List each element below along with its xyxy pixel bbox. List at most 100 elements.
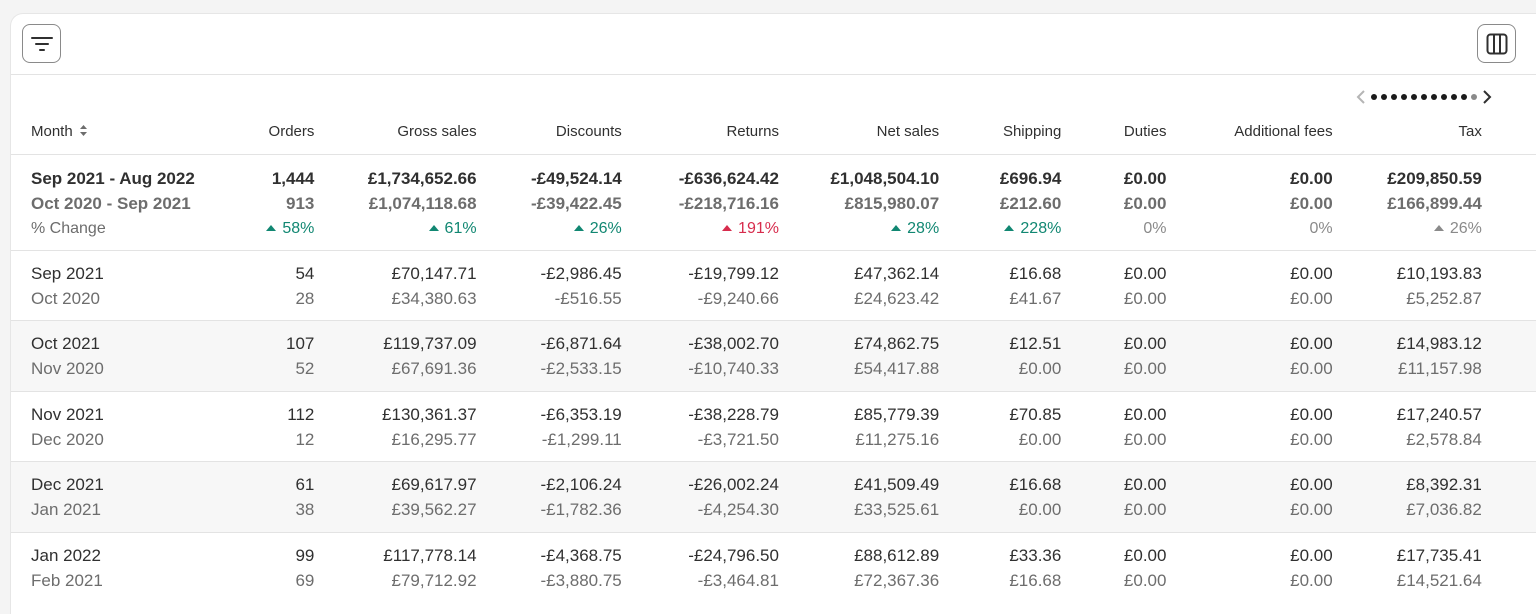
column-header-additional-fees[interactable]: Additional fees xyxy=(1234,122,1333,140)
pager-dot[interactable] xyxy=(1381,94,1387,100)
column-header-month[interactable]: Month xyxy=(11,109,221,154)
change-percent: 61% xyxy=(444,219,477,237)
previous-value: £41.67 xyxy=(1009,288,1062,308)
cell-orders: 61 38 xyxy=(221,462,314,533)
current-value: £0.00 xyxy=(1123,334,1167,353)
row-previous-month: Nov 2020 xyxy=(31,359,104,378)
cell-discounts: -£6,871.64 -£2,533.15 xyxy=(477,321,622,392)
cell-additional-fees: £0.00 £0.00 xyxy=(1166,462,1333,533)
previous-value: £79,712.92 xyxy=(391,570,477,590)
summary-cell-overflow xyxy=(1482,154,1536,250)
pager-dot[interactable] xyxy=(1461,94,1467,100)
pager-dot[interactable] xyxy=(1451,94,1457,100)
arrow-up-icon xyxy=(722,224,733,231)
column-header-orders[interactable]: Orders xyxy=(268,122,315,140)
summary-cell-shipping: £696.94 £212.60 228% xyxy=(939,154,1061,250)
cell-returns: -£38,228.79 -£3,721.50 xyxy=(622,391,779,462)
cell-orders: 54 28 xyxy=(221,250,314,321)
column-header-duties[interactable]: Duties xyxy=(1123,122,1167,140)
current-value: -£26,002.24 xyxy=(688,475,779,494)
previous-value: £0.00 xyxy=(1290,288,1333,308)
summary-current-value: -£636,624.42 xyxy=(678,168,779,188)
current-value: £17,240.57 xyxy=(1396,404,1482,424)
cell-gross-sales: £117,778.14 £79,712.92 xyxy=(314,532,476,603)
row-previous-month: Oct 2020 xyxy=(31,288,100,308)
current-value: £8,392.31 xyxy=(1406,475,1482,494)
current-value: -£38,228.79 xyxy=(688,404,779,424)
previous-value: £7,036.82 xyxy=(1406,500,1482,519)
current-value: £0.00 xyxy=(1290,404,1333,424)
previous-value: -£2,533.15 xyxy=(540,359,622,378)
cell-tax: £17,735.41 £14,521.64 xyxy=(1333,532,1482,603)
column-header-shipping[interactable]: Shipping xyxy=(1002,122,1062,140)
change-percent: 58% xyxy=(282,219,315,237)
pager-dot[interactable] xyxy=(1431,94,1437,100)
current-value: £12.51 xyxy=(1009,334,1062,353)
current-value: £119,737.09 xyxy=(383,334,477,353)
summary-current-label: Sep 2021 - Aug 2022 xyxy=(31,168,195,188)
row-previous-month: Dec 2020 xyxy=(31,429,104,449)
pager-dot[interactable] xyxy=(1441,94,1447,100)
cell-additional-fees: £0.00 £0.00 xyxy=(1166,532,1333,603)
filter-button[interactable] xyxy=(22,24,61,63)
current-value: -£6,871.64 xyxy=(540,334,622,353)
cell-gross-sales: £119,737.09 £67,691.36 xyxy=(314,321,476,392)
current-value: 61 xyxy=(295,475,315,494)
change-percent: 0% xyxy=(1309,219,1333,237)
column-header-net-sales[interactable]: Net sales xyxy=(876,122,940,140)
cell-additional-fees: £0.00 £0.00 xyxy=(1166,321,1333,392)
summary-current-value: £696.94 xyxy=(999,168,1062,188)
previous-value: £34,380.63 xyxy=(391,288,477,308)
cell-net-sales: £85,779.39 £11,275.16 xyxy=(779,391,939,462)
table-row[interactable]: Dec 2021 Jan 2021 61 38 £69,617.97 £39,562.27… xyxy=(11,461,1536,533)
summary-row: Sep 2021 - Aug 2022 Oct 2020 - Sep 2021 … xyxy=(11,154,1536,250)
column-header-returns[interactable]: Returns xyxy=(726,122,779,140)
table-row[interactable]: Sep 2021 Oct 2020 54 28 £70,147.71 £34,380.63… xyxy=(11,250,1536,321)
previous-value: £39,562.27 xyxy=(391,500,477,519)
previous-value: £0.00 xyxy=(1123,500,1167,519)
current-value: £10,193.83 xyxy=(1396,263,1482,283)
table-row[interactable]: Oct 2021 Nov 2020 107 52 £119,737.09 £67,691.… xyxy=(11,320,1536,392)
summary-cell-net-sales: £1,048,504.10 £815,980.07 28% xyxy=(779,154,939,250)
sort-icon[interactable] xyxy=(79,124,88,137)
summary-current-value: £0.00 xyxy=(1290,168,1333,188)
summary-cell-orders: 1,444 913 58% xyxy=(221,154,314,250)
pager-dot[interactable] xyxy=(1421,94,1427,100)
columns-button[interactable] xyxy=(1477,24,1516,63)
summary-change-value: 26% xyxy=(477,216,622,241)
cell-duties: £0.00 £0.00 xyxy=(1061,250,1167,321)
chevron-left-icon[interactable] xyxy=(1353,89,1369,105)
previous-value: £33,525.61 xyxy=(854,500,940,519)
cell-discounts: -£6,353.19 -£1,299.11 xyxy=(477,391,621,462)
current-value: £0.00 xyxy=(1123,404,1167,424)
table-row[interactable]: Nov 2021 Dec 2020 112 12 £130,361.37 £16,295.… xyxy=(11,391,1536,462)
previous-value: -£516.55 xyxy=(554,288,622,308)
cell-returns: -£26,002.24 -£4,254.30 xyxy=(622,462,779,533)
pager-dots xyxy=(1371,94,1477,100)
pager-dot[interactable] xyxy=(1391,94,1397,100)
summary-previous-value: -£218,716.16 xyxy=(678,193,779,213)
current-value: £74,862.75 xyxy=(854,334,940,353)
cell-shipping: £70.85 £0.00 xyxy=(939,391,1061,462)
previous-value: -£3,880.75 xyxy=(540,570,622,590)
column-header-gross-sales[interactable]: Gross sales xyxy=(397,122,477,140)
column-header-discounts[interactable]: Discounts xyxy=(555,122,622,140)
previous-value: £0.00 xyxy=(1018,429,1062,449)
previous-value: £16,295.77 xyxy=(391,429,477,449)
chevron-right-icon[interactable] xyxy=(1479,89,1495,105)
current-value: £17,735.41 xyxy=(1396,545,1482,565)
previous-value: -£10,740.33 xyxy=(688,359,779,378)
previous-value: £0.00 xyxy=(1123,570,1167,590)
previous-value: £11,157.98 xyxy=(1398,359,1482,378)
pager-dot[interactable] xyxy=(1401,94,1407,100)
pager-dot[interactable] xyxy=(1371,94,1377,100)
table-row[interactable]: Jan 2022 Feb 2021 99 69 £117,778.14 £79,712.9… xyxy=(11,532,1536,603)
column-header-tax[interactable]: Tax xyxy=(1458,122,1482,140)
current-value: £0.00 xyxy=(1290,545,1333,565)
current-value: £70,147.71 xyxy=(391,263,477,283)
pager-dot[interactable] xyxy=(1411,94,1417,100)
column-pager xyxy=(1353,89,1495,105)
pager-dot[interactable] xyxy=(1471,94,1477,100)
row-month: Nov 2021 xyxy=(31,404,104,424)
filter-icon xyxy=(30,36,53,51)
